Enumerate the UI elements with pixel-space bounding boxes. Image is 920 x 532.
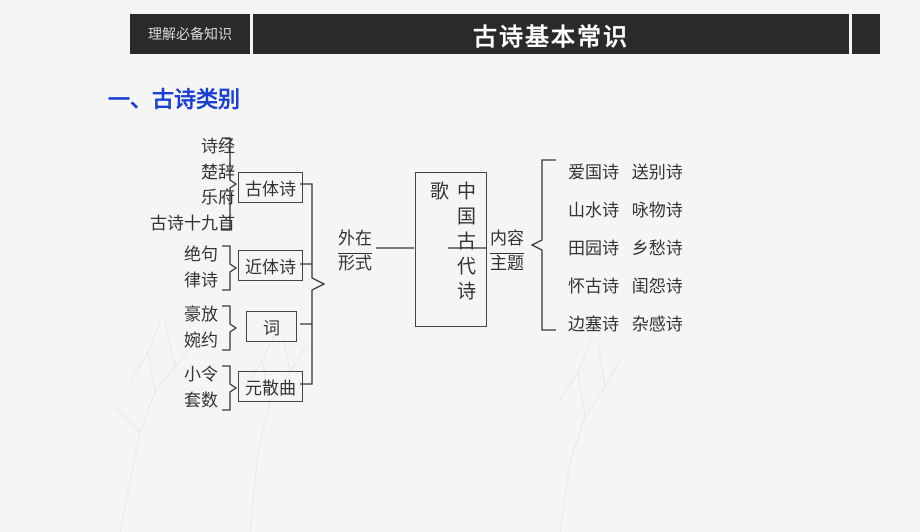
big-bracket-right	[530, 158, 558, 332]
list-item: 律诗	[184, 268, 218, 294]
left-items-3: 豪放 婉约	[184, 302, 218, 353]
right-row: 田园诗 乡愁诗	[568, 234, 683, 259]
axis-left-label: 外在 形式	[338, 224, 372, 274]
concept-diagram: 诗经 楚辞 乐府 古诗十九首 古体诗 绝句 律诗 近体诗 豪放 婉约 词 小令 …	[0, 134, 920, 464]
left-items-4: 小令 套数	[184, 362, 218, 413]
big-bracket-left	[298, 172, 328, 396]
header-bar: 理解必备知识 古诗基本常识	[0, 14, 920, 54]
list-item: 闺怨诗	[632, 277, 683, 296]
list-item: 边塞诗	[568, 315, 619, 334]
bracket-icon	[220, 136, 238, 232]
list-item: 小令	[184, 362, 218, 388]
category-box-jintishi: 近体诗	[238, 250, 303, 281]
list-item: 豪放	[184, 302, 218, 328]
list-item: 咏物诗	[632, 201, 683, 220]
header-title: 古诗基本常识	[253, 14, 849, 54]
list-item: 乡愁诗	[632, 239, 683, 258]
right-row: 爱国诗 送别诗	[568, 158, 683, 183]
connector-line	[376, 242, 416, 254]
category-box-yuansanqu: 元散曲	[238, 371, 303, 402]
bracket-icon	[220, 364, 238, 412]
left-items-2: 绝句 律诗	[184, 242, 218, 293]
list-item: 田园诗	[568, 239, 619, 258]
category-box-gutishi: 古体诗	[238, 172, 303, 203]
bracket-icon	[220, 244, 238, 292]
list-item: 怀古诗	[568, 277, 619, 296]
list-item: 杂感诗	[632, 315, 683, 334]
section-title: 一、古诗类别	[108, 82, 920, 114]
right-row: 边塞诗 杂感诗	[568, 310, 683, 335]
list-item: 爱国诗	[568, 163, 619, 182]
right-row: 山水诗 咏物诗	[568, 196, 683, 221]
connector-line	[448, 242, 488, 254]
list-item: 山水诗	[568, 201, 619, 220]
bracket-icon	[220, 304, 238, 352]
list-item: 套数	[184, 388, 218, 414]
list-item: 婉约	[184, 328, 218, 354]
header-decoration	[852, 14, 880, 54]
list-item: 绝句	[184, 242, 218, 268]
right-row: 怀古诗 闺怨诗	[568, 272, 683, 297]
axis-right-label: 内容 主题	[490, 224, 524, 274]
category-box-ci: 词	[246, 311, 297, 342]
list-item: 送别诗	[632, 163, 683, 182]
header-subtitle: 理解必备知识	[130, 14, 250, 54]
